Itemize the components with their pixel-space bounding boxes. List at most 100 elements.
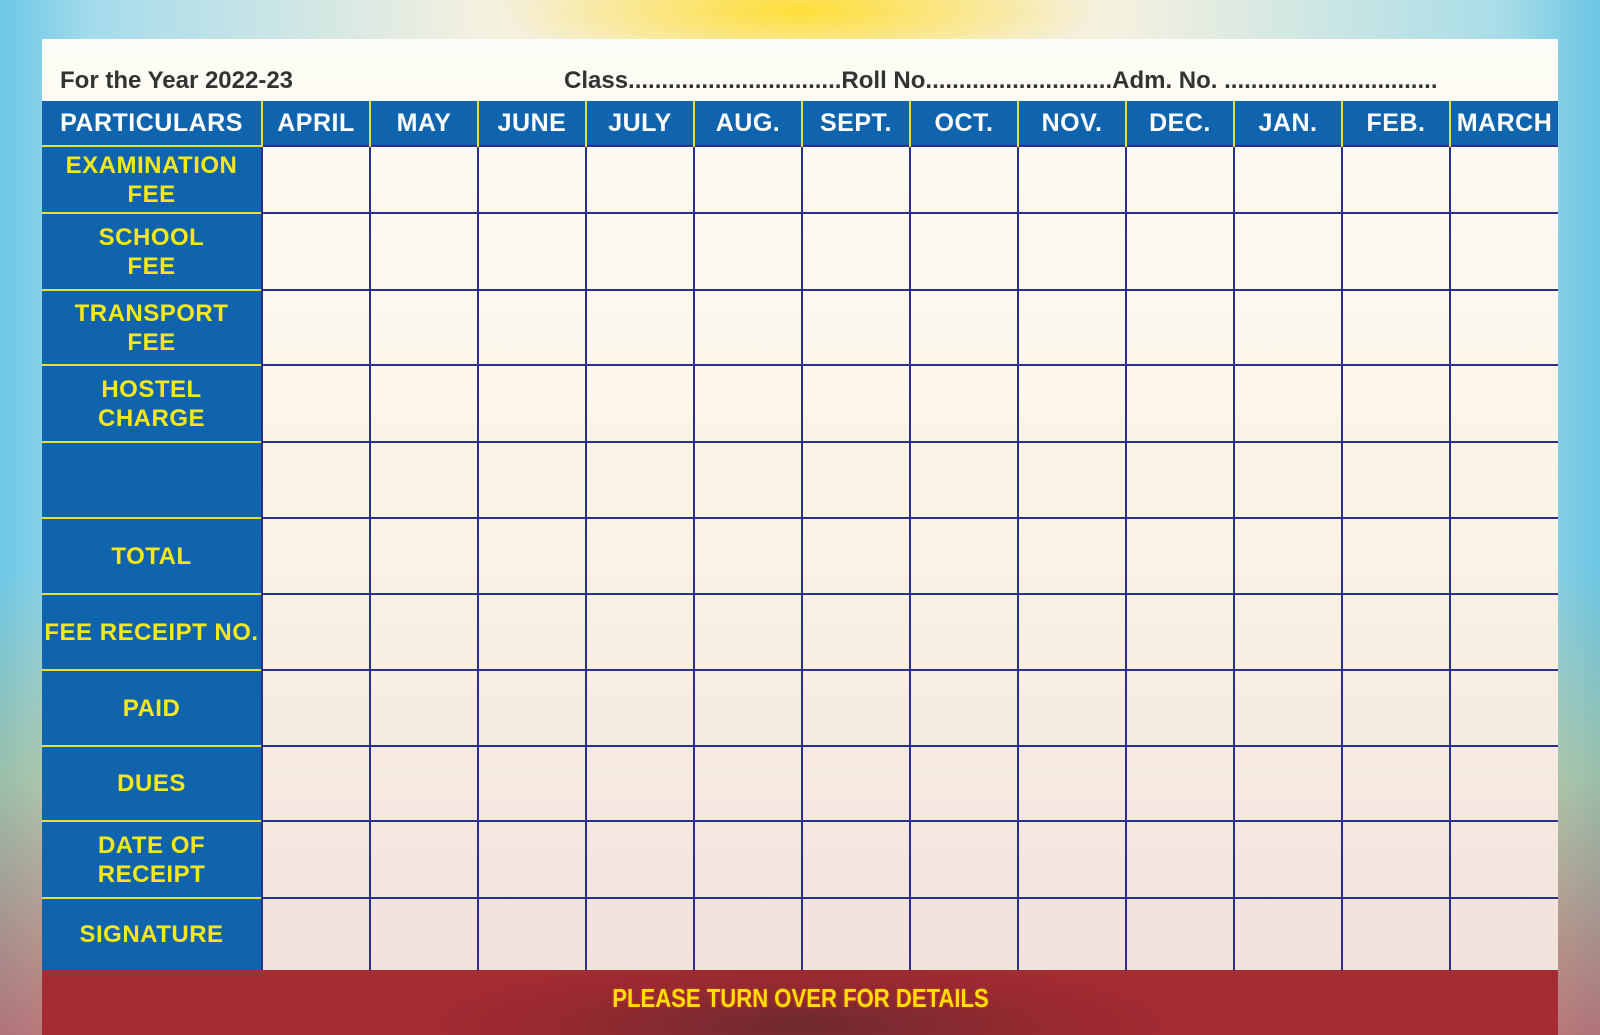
fee-cell[interactable]: [369, 897, 479, 970]
fee-cell[interactable]: [1017, 745, 1127, 822]
fee-cell[interactable]: [909, 364, 1019, 443]
fee-cell[interactable]: [1125, 212, 1235, 291]
fee-cell[interactable]: [1449, 289, 1558, 366]
fee-cell[interactable]: [909, 820, 1019, 899]
fee-cell[interactable]: [693, 745, 803, 822]
fee-cell[interactable]: [1449, 517, 1558, 595]
fee-cell[interactable]: [909, 669, 1019, 747]
fee-cell[interactable]: [261, 364, 371, 443]
fee-cell[interactable]: [801, 289, 911, 366]
fee-cell[interactable]: [1233, 364, 1343, 443]
fee-cell[interactable]: [1341, 593, 1451, 671]
fee-cell[interactable]: [1017, 441, 1127, 519]
fee-cell[interactable]: [693, 441, 803, 519]
fee-cell[interactable]: [585, 289, 695, 366]
fee-cell[interactable]: [1449, 145, 1558, 214]
fee-cell[interactable]: [261, 820, 371, 899]
fee-cell[interactable]: [261, 145, 371, 214]
fee-cell[interactable]: [909, 897, 1019, 970]
fee-cell[interactable]: [909, 289, 1019, 366]
fee-cell[interactable]: [369, 593, 479, 671]
fee-cell[interactable]: [477, 669, 587, 747]
fee-cell[interactable]: [1233, 517, 1343, 595]
fee-cell[interactable]: [1125, 145, 1235, 214]
fee-cell[interactable]: [1017, 289, 1127, 366]
fee-cell[interactable]: [1017, 145, 1127, 214]
fee-cell[interactable]: [477, 289, 587, 366]
fee-cell[interactable]: [1341, 745, 1451, 822]
fee-cell[interactable]: [1125, 441, 1235, 519]
fee-cell[interactable]: [585, 517, 695, 595]
fee-cell[interactable]: [1341, 820, 1451, 899]
fee-cell[interactable]: [1233, 669, 1343, 747]
fee-cell[interactable]: [1017, 212, 1127, 291]
fee-cell[interactable]: [477, 593, 587, 671]
fee-cell[interactable]: [1233, 212, 1343, 291]
fee-cell[interactable]: [693, 289, 803, 366]
fee-cell[interactable]: [693, 517, 803, 595]
fee-cell[interactable]: [585, 364, 695, 443]
fee-cell[interactable]: [1341, 517, 1451, 595]
fee-cell[interactable]: [693, 364, 803, 443]
fee-cell[interactable]: [1233, 897, 1343, 970]
fee-cell[interactable]: [1341, 441, 1451, 519]
fee-cell[interactable]: [1233, 820, 1343, 899]
fee-cell[interactable]: [801, 593, 911, 671]
fee-cell[interactable]: [1449, 745, 1558, 822]
fee-cell[interactable]: [369, 364, 479, 443]
fee-cell[interactable]: [261, 289, 371, 366]
fee-cell[interactable]: [909, 145, 1019, 214]
fee-cell[interactable]: [369, 669, 479, 747]
fee-cell[interactable]: [801, 212, 911, 291]
fee-cell[interactable]: [585, 820, 695, 899]
fee-cell[interactable]: [369, 145, 479, 214]
fee-cell[interactable]: [693, 593, 803, 671]
fee-cell[interactable]: [369, 820, 479, 899]
fee-cell[interactable]: [801, 145, 911, 214]
fee-cell[interactable]: [801, 897, 911, 970]
fee-cell[interactable]: [1449, 897, 1558, 970]
fee-cell[interactable]: [261, 517, 371, 595]
fee-cell[interactable]: [801, 820, 911, 899]
fee-cell[interactable]: [1449, 669, 1558, 747]
fee-cell[interactable]: [801, 441, 911, 519]
fee-cell[interactable]: [261, 745, 371, 822]
fee-cell[interactable]: [369, 212, 479, 291]
fee-cell[interactable]: [261, 593, 371, 671]
fee-cell[interactable]: [1449, 441, 1558, 519]
fee-cell[interactable]: [1233, 441, 1343, 519]
fee-cell[interactable]: [369, 441, 479, 519]
fee-cell[interactable]: [477, 364, 587, 443]
fee-cell[interactable]: [693, 820, 803, 899]
fee-cell[interactable]: [585, 145, 695, 214]
fee-cell[interactable]: [801, 364, 911, 443]
fee-cell[interactable]: [1017, 820, 1127, 899]
fee-cell[interactable]: [693, 669, 803, 747]
fee-cell[interactable]: [1125, 669, 1235, 747]
fee-cell[interactable]: [1341, 897, 1451, 970]
fee-cell[interactable]: [585, 212, 695, 291]
fee-cell[interactable]: [1017, 897, 1127, 970]
fee-cell[interactable]: [1125, 593, 1235, 671]
fee-cell[interactable]: [369, 289, 479, 366]
fee-cell[interactable]: [1233, 745, 1343, 822]
fee-cell[interactable]: [1233, 593, 1343, 671]
fee-cell[interactable]: [1125, 745, 1235, 822]
fee-cell[interactable]: [1449, 593, 1558, 671]
fee-cell[interactable]: [801, 517, 911, 595]
fee-cell[interactable]: [693, 145, 803, 214]
fee-cell[interactable]: [1341, 289, 1451, 366]
fee-cell[interactable]: [477, 517, 587, 595]
fee-cell[interactable]: [585, 669, 695, 747]
fee-cell[interactable]: [477, 212, 587, 291]
fee-cell[interactable]: [261, 441, 371, 519]
fee-cell[interactable]: [1125, 820, 1235, 899]
fee-cell[interactable]: [1341, 364, 1451, 443]
fee-cell[interactable]: [909, 593, 1019, 671]
fee-cell[interactable]: [1125, 364, 1235, 443]
fee-cell[interactable]: [693, 897, 803, 970]
fee-cell[interactable]: [1233, 289, 1343, 366]
fee-cell[interactable]: [1017, 517, 1127, 595]
fee-cell[interactable]: [477, 441, 587, 519]
fee-cell[interactable]: [477, 145, 587, 214]
